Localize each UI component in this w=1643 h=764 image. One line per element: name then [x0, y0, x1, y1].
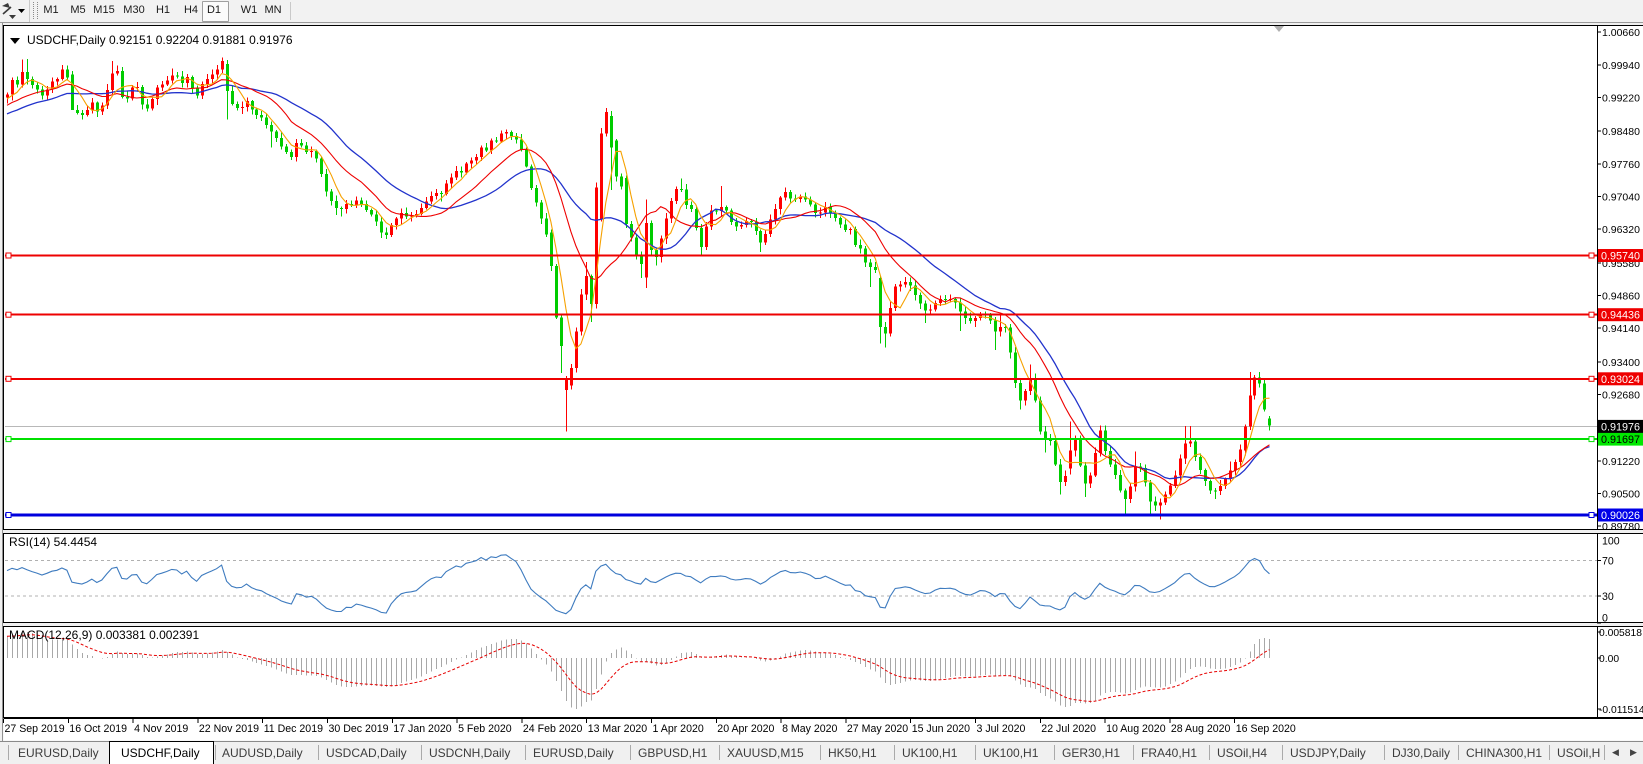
svg-text:0.96320: 0.96320 [1602, 224, 1640, 236]
svg-text:0.92680: 0.92680 [1602, 390, 1640, 402]
svg-text:17 Jan 2020: 17 Jan 2020 [393, 723, 451, 735]
svg-text:0.94436: 0.94436 [1601, 310, 1640, 322]
svg-text:0.98480: 0.98480 [1602, 126, 1640, 138]
svg-text:0.91220: 0.91220 [1602, 456, 1640, 468]
svg-text:24 Feb 2020: 24 Feb 2020 [523, 723, 583, 735]
svg-text:22 Jul 2020: 22 Jul 2020 [1041, 723, 1096, 735]
svg-text:27 May 2020: 27 May 2020 [847, 723, 908, 735]
svg-text:MACD(12,26,9) 0.003381 0.00239: MACD(12,26,9) 0.003381 0.002391 [9, 628, 199, 642]
svg-text:USDCHF,Daily 0.92151 0.92204: USDCHF,Daily 0.92151 0.92204 0.91881 0.9… [27, 33, 293, 47]
svg-text:0.97040: 0.97040 [1602, 192, 1640, 204]
svg-text:0.91976: 0.91976 [1601, 421, 1640, 433]
svg-text:0.93400: 0.93400 [1602, 357, 1640, 369]
svg-text:1.00660: 1.00660 [1602, 27, 1640, 39]
svg-text:22 Nov 2019: 22 Nov 2019 [199, 723, 259, 735]
svg-text:16 Oct 2019: 16 Oct 2019 [69, 723, 127, 735]
svg-text:0.95740: 0.95740 [1601, 251, 1640, 263]
svg-text:20 Apr 2020: 20 Apr 2020 [717, 723, 774, 735]
svg-text:0.91697: 0.91697 [1601, 434, 1640, 446]
svg-text:28 Aug 2020: 28 Aug 2020 [1171, 723, 1231, 735]
svg-text:-0.011514: -0.011514 [1599, 705, 1643, 716]
svg-text:11 Dec 2019: 11 Dec 2019 [264, 723, 323, 735]
svg-text:3 Jul 2020: 3 Jul 2020 [977, 723, 1026, 735]
svg-text:0.93024: 0.93024 [1601, 374, 1640, 386]
svg-text:0.99220: 0.99220 [1602, 93, 1640, 105]
svg-text:10 Aug 2020: 10 Aug 2020 [1106, 723, 1166, 735]
svg-text:8 May 2020: 8 May 2020 [782, 723, 837, 735]
svg-text:0.94140: 0.94140 [1602, 323, 1640, 335]
svg-text:0.00: 0.00 [1599, 654, 1619, 665]
svg-text:0.005818: 0.005818 [1599, 628, 1642, 639]
svg-text:0.90026: 0.90026 [1601, 510, 1640, 522]
svg-text:0.89780: 0.89780 [1602, 521, 1640, 533]
svg-text:1 Apr 2020: 1 Apr 2020 [653, 723, 704, 735]
svg-text:100: 100 [1602, 536, 1620, 548]
svg-text:0: 0 [1602, 613, 1608, 625]
svg-text:0.90500: 0.90500 [1602, 488, 1640, 500]
svg-text:RSI(14) 54.4454: RSI(14) 54.4454 [9, 535, 97, 549]
svg-text:70: 70 [1602, 555, 1614, 567]
svg-text:0.97760: 0.97760 [1602, 159, 1640, 171]
svg-text:30 Dec 2019: 30 Dec 2019 [329, 723, 389, 735]
svg-text:5 Feb 2020: 5 Feb 2020 [458, 723, 512, 735]
svg-text:30: 30 [1602, 591, 1614, 603]
svg-text:0.94860: 0.94860 [1602, 291, 1640, 303]
svg-text:15 Jun 2020: 15 Jun 2020 [912, 723, 970, 735]
svg-text:16 Sep 2020: 16 Sep 2020 [1236, 723, 1296, 735]
svg-text:27 Sep 2019: 27 Sep 2019 [5, 723, 65, 735]
svg-text:0.99940: 0.99940 [1602, 60, 1640, 72]
svg-text:4 Nov 2019: 4 Nov 2019 [134, 723, 188, 735]
svg-text:13 Mar 2020: 13 Mar 2020 [588, 723, 648, 735]
